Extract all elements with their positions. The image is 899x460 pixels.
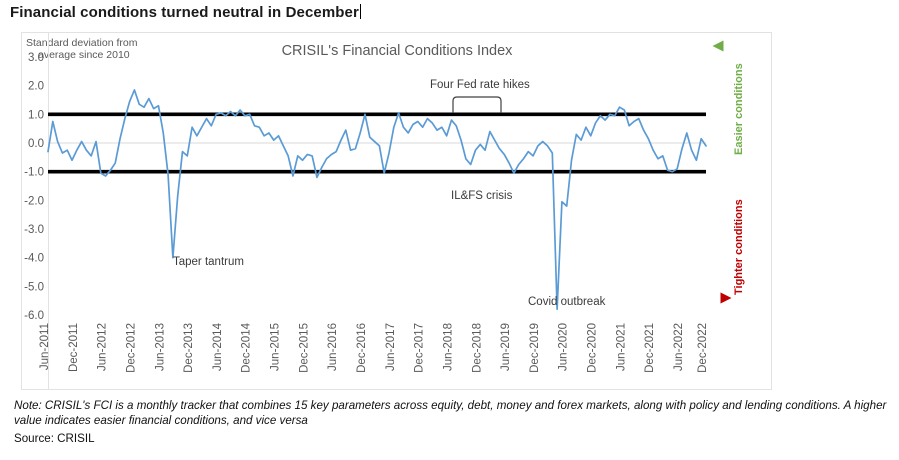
y-tick-label: -4.0 — [24, 253, 44, 265]
y-tick-label: -6.0 — [24, 310, 44, 322]
x-tick-label: Jun-2014 — [212, 322, 224, 371]
page-title-text: Financial conditions turned neutral in D… — [10, 4, 359, 21]
x-axis-ticks: Jun-2011 Dec-2011 Jun-2012 Dec-2012 Jun-2013… — [39, 322, 709, 372]
x-tick-label: Dec-2019 — [529, 323, 541, 373]
x-tick-label: Jun-2015 — [270, 323, 282, 371]
y-axis-caption-line2: average since 2010 — [38, 49, 130, 61]
annotation-covid-outbreak: Covid outbreak — [528, 296, 606, 308]
footnote-note: Note: CRISIL's FCI is a monthly tracker … — [14, 399, 887, 427]
plot-background — [22, 33, 771, 389]
x-tick-label: Dec-2015 — [298, 323, 310, 373]
easier-conditions-label: Easier conditions — [733, 63, 745, 155]
y-tick-label: -1.0 — [24, 167, 44, 179]
fed-hikes-bracket — [452, 96, 502, 113]
y-tick-label: 2.0 — [28, 81, 44, 93]
x-tick-label: Jun-2013 — [154, 323, 166, 371]
x-tick-label: Jun-2012 — [97, 323, 109, 371]
x-tick-label: Jun-2019 — [500, 323, 512, 371]
x-tick-label: Jun-2017 — [385, 323, 397, 371]
tighter-conditions-label: Tighter conditions — [733, 199, 745, 295]
y-tick-label: -2.0 — [24, 195, 44, 207]
chart-container: Standard deviation from average since 20… — [21, 32, 772, 390]
y-tick-label: 1.0 — [28, 109, 44, 121]
x-tick-label: Dec-2011 — [68, 323, 80, 372]
fci-series-line[interactable] — [47, 89, 707, 311]
y-tick-label: -3.0 — [24, 224, 44, 236]
y-axis-caption-line1: Standard deviation from — [26, 37, 138, 49]
y-tick-label: 3.0 — [28, 52, 44, 64]
x-tick-label: Dec-2020 — [587, 323, 599, 373]
x-tick-label: Dec-2016 — [356, 323, 368, 373]
x-tick-label: Dec-2022 — [697, 323, 709, 373]
x-tick-label: Dec-2013 — [183, 323, 195, 373]
x-tick-label: Jun-2021 — [615, 323, 627, 371]
chart-title: CRISIL's Financial Conditions Index — [282, 43, 514, 59]
x-tick-label: Jun-2011 — [39, 323, 51, 370]
footnote-source: Source: CRISIL — [14, 432, 95, 445]
annotation-four-fed-rate-hikes: Four Fed rate hikes — [430, 79, 530, 91]
x-tick-label: Jun-2018 — [442, 323, 454, 371]
financial-conditions-index-chart[interactable]: Standard deviation from average since 20… — [22, 33, 771, 389]
x-tick-label: Dec-2021 — [644, 323, 656, 373]
x-tick-label: Dec-2014 — [241, 322, 253, 372]
footnote-block: Note: CRISIL's FCI is a monthly tracker … — [14, 398, 889, 446]
text-cursor — [359, 4, 361, 19]
annotation-il-fs-crisis: IL&FS crisis — [451, 190, 513, 202]
y-axis-ticks: 3.0 2.0 1.0 0.0 -1.0 -2.0 -3.0 -4.0 -5.0 -6.0 — [24, 52, 44, 322]
x-tick-label: Dec-2018 — [471, 323, 483, 373]
annotation-taper-tantrum: Taper tantrum — [173, 256, 244, 268]
y-tick-label: 0.0 — [28, 138, 44, 150]
x-tick-label: Dec-2012 — [125, 323, 137, 373]
x-tick-label: Jun-2020 — [558, 323, 570, 371]
y-tick-label: -5.0 — [24, 281, 44, 293]
x-tick-label: Dec-2017 — [414, 323, 426, 373]
page-title: Financial conditions turned neutral in D… — [10, 4, 361, 21]
x-tick-label: Jun-2022 — [673, 323, 685, 371]
x-tick-label: Jun-2016 — [327, 323, 339, 371]
